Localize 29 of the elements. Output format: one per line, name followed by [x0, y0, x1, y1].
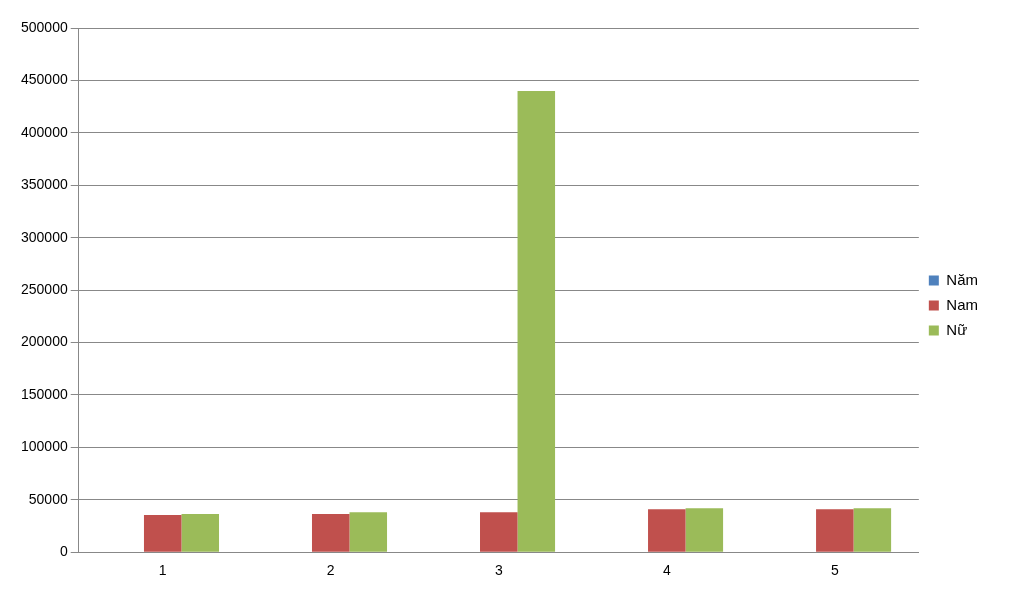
y-tick-label: 150000: [21, 385, 68, 402]
bar: [816, 509, 854, 552]
y-tick-label: 400000: [21, 123, 68, 140]
legend-label: Năm: [946, 270, 978, 288]
y-tick-label: 50000: [28, 490, 68, 507]
y-tick-label: 100000: [21, 438, 68, 455]
bar: [685, 508, 724, 552]
y-tick-label: 300000: [21, 228, 68, 245]
bar: [517, 90, 556, 552]
y-tick-label: 450000: [21, 71, 68, 88]
bar: [311, 513, 350, 552]
bar: [853, 508, 892, 552]
x-tick-label: 2: [326, 562, 335, 579]
legend-label: Nam: [946, 295, 978, 313]
y-tick-label: 500000: [21, 18, 68, 35]
x-tick-label: 5: [830, 562, 839, 579]
y-tick-label: 200000: [21, 333, 68, 350]
y-tick-label: 250000: [21, 280, 68, 297]
bar: [349, 512, 388, 552]
bar: [143, 514, 182, 552]
y-tick-label: 0: [59, 543, 68, 560]
bar: [181, 513, 220, 552]
legend-label: Nữ: [946, 320, 968, 338]
x-tick-label: 1: [158, 562, 167, 579]
y-tick-label: 350000: [21, 176, 68, 193]
bar: [480, 512, 518, 552]
x-tick-label: 4: [662, 562, 671, 579]
x-tick-label: 3: [494, 562, 503, 579]
bar: [648, 509, 686, 552]
